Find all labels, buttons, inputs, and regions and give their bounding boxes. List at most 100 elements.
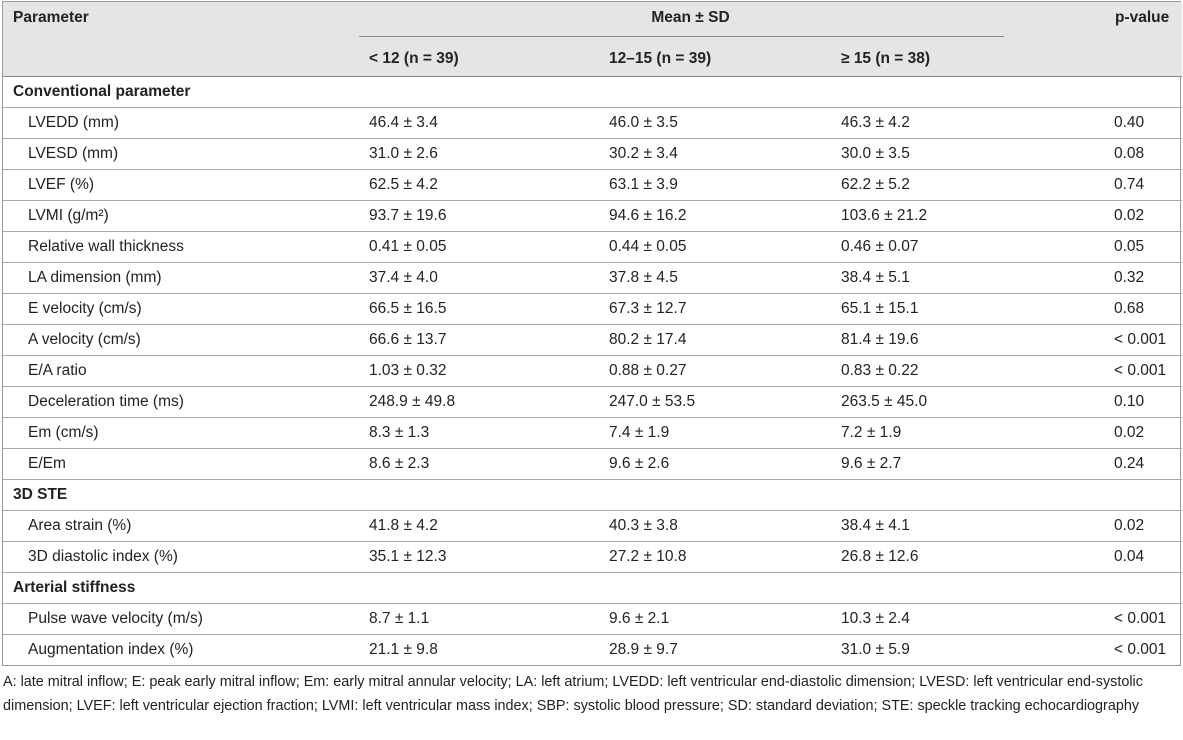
group-2-cell: 7.4 ± 1.9 (597, 417, 829, 449)
group-2-cell: 94.6 ± 16.2 (597, 200, 829, 232)
parameter-cell: Deceleration time (ms) (3, 386, 357, 418)
table-body: Conventional parameter LVEDD (mm) 46.4 ± 3… (3, 76, 1182, 665)
p-value-cell: 0.68 (1054, 293, 1182, 325)
table-row: Area strain (%) 41.8 ± 4.2 40.3 ± 3.8 38.4 … (3, 510, 1182, 542)
group-3-cell: 38.4 ± 4.1 (829, 510, 1054, 542)
p-value-cell: 0.10 (1054, 386, 1182, 418)
group-3-cell: 31.0 ± 5.9 (829, 634, 1054, 665)
mean-sd-underline (359, 36, 1004, 37)
group-1-cell: 31.0 ± 2.6 (357, 138, 597, 170)
header-parameter: Parameter (3, 2, 357, 42)
header-blank (3, 42, 357, 77)
group-3-cell: 9.6 ± 2.7 (829, 448, 1054, 480)
group-3-cell: 46.3 ± 4.2 (829, 107, 1054, 139)
parameter-cell: LVEF (%) (3, 169, 357, 201)
parameter-cell: LVESD (mm) (3, 138, 357, 170)
group-1-cell: 0.41 ± 0.05 (357, 231, 597, 263)
header-group-2: 12–15 (n = 39) (597, 42, 829, 77)
parameter-cell: Area strain (%) (3, 510, 357, 542)
table-row: E velocity (cm/s) 66.5 ± 16.5 67.3 ± 12.7 6… (3, 293, 1182, 325)
group-3-cell: 0.46 ± 0.07 (829, 231, 1054, 263)
group-3-cell: 7.2 ± 1.9 (829, 417, 1054, 449)
header-group-3: ≥ 15 (n = 38) (829, 42, 1054, 77)
p-value-cell: < 0.001 (1054, 324, 1182, 356)
group-1-cell: 66.6 ± 13.7 (357, 324, 597, 356)
group-2-cell: 67.3 ± 12.7 (597, 293, 829, 325)
group-3-cell: 103.6 ± 21.2 (829, 200, 1054, 232)
group-3-cell: 0.83 ± 0.22 (829, 355, 1054, 387)
group-1-cell: 41.8 ± 4.2 (357, 510, 597, 542)
results-table-container: Parameter Mean ± SD p-value < 12 (n = 39… (2, 1, 1182, 666)
p-value-cell: 0.24 (1054, 448, 1182, 480)
group-2-cell: 46.0 ± 3.5 (597, 107, 829, 139)
parameter-cell: LVMI (g/m²) (3, 200, 357, 232)
group-2-cell: 0.88 ± 0.27 (597, 355, 829, 387)
parameter-cell: E/A ratio (3, 355, 357, 387)
group-1-cell: 8.7 ± 1.1 (357, 603, 597, 635)
table-row: Em (cm/s) 8.3 ± 1.3 7.4 ± 1.9 7.2 ± 1.9 0.02 (3, 417, 1182, 449)
table-row: Relative wall thickness 0.41 ± 0.05 0.44 ±… (3, 231, 1182, 263)
group-2-cell: 40.3 ± 3.8 (597, 510, 829, 542)
section-row: Arterial stiffness (3, 572, 1182, 604)
p-value-cell: 0.74 (1054, 169, 1182, 201)
parameter-cell: Em (cm/s) (3, 417, 357, 449)
p-value-cell: 0.32 (1054, 262, 1182, 294)
group-1-cell: 1.03 ± 0.32 (357, 355, 597, 387)
parameter-cell: A velocity (cm/s) (3, 324, 357, 356)
table-row: LVEDD (mm) 46.4 ± 3.4 46.0 ± 3.5 46.3 ± 4.2… (3, 107, 1182, 139)
group-3-cell: 30.0 ± 3.5 (829, 138, 1054, 170)
group-3-cell: 62.2 ± 5.2 (829, 169, 1054, 201)
parameter-cell: 3D diastolic index (%) (3, 541, 357, 573)
group-1-cell: 37.4 ± 4.0 (357, 262, 597, 294)
group-3-cell: 10.3 ± 2.4 (829, 603, 1054, 635)
table-row: A velocity (cm/s) 66.6 ± 13.7 80.2 ± 17.4 8… (3, 324, 1182, 356)
p-value-cell: < 0.001 (1054, 634, 1182, 665)
p-value-cell: 0.02 (1054, 200, 1182, 232)
section-title: Conventional parameter (3, 76, 1182, 108)
group-3-cell: 38.4 ± 5.1 (829, 262, 1054, 294)
group-3-cell: 65.1 ± 15.1 (829, 293, 1054, 325)
table-row: E/A ratio 1.03 ± 0.32 0.88 ± 0.27 0.83 ± 0.… (3, 355, 1182, 387)
group-1-cell: 62.5 ± 4.2 (357, 169, 597, 201)
table-row: LVESD (mm) 31.0 ± 2.6 30.2 ± 3.4 30.0 ± 3.5… (3, 138, 1182, 170)
parameter-cell: E/Em (3, 448, 357, 480)
group-2-cell: 27.2 ± 10.8 (597, 541, 829, 573)
parameter-cell: Augmentation index (%) (3, 634, 357, 665)
table-row: Deceleration time (ms) 248.9 ± 49.8 247.0 … (3, 386, 1182, 418)
group-1-cell: 8.6 ± 2.3 (357, 448, 597, 480)
section-title: Arterial stiffness (3, 572, 1182, 604)
group-1-cell: 66.5 ± 16.5 (357, 293, 597, 325)
table-row: LVEF (%) 62.5 ± 4.2 63.1 ± 3.9 62.2 ± 5.2 0.… (3, 169, 1182, 201)
table-row: LA dimension (mm) 37.4 ± 4.0 37.8 ± 4.5 38.… (3, 262, 1182, 294)
section-row: 3D STE (3, 479, 1182, 511)
section-title: 3D STE (3, 479, 1182, 511)
group-3-cell: 81.4 ± 19.6 (829, 324, 1054, 356)
parameter-cell: Relative wall thickness (3, 231, 357, 263)
table-row: E/Em 8.6 ± 2.3 9.6 ± 2.6 9.6 ± 2.7 0.24 (3, 448, 1182, 480)
parameter-cell: LVEDD (mm) (3, 107, 357, 139)
group-1-cell: 93.7 ± 19.6 (357, 200, 597, 232)
group-2-cell: 28.9 ± 9.7 (597, 634, 829, 665)
group-2-cell: 63.1 ± 3.9 (597, 169, 829, 201)
p-value-cell: 0.02 (1054, 510, 1182, 542)
group-2-cell: 80.2 ± 17.4 (597, 324, 829, 356)
group-3-cell: 263.5 ± 45.0 (829, 386, 1054, 418)
header-mean-sd: Mean ± SD (357, 2, 1054, 42)
group-1-cell: 21.1 ± 9.8 (357, 634, 597, 665)
group-2-cell: 9.6 ± 2.6 (597, 448, 829, 480)
p-value-cell: 0.08 (1054, 138, 1182, 170)
table-row: 3D diastolic index (%) 35.1 ± 12.3 27.2 ± … (3, 541, 1182, 573)
p-value-cell: 0.40 (1054, 107, 1182, 139)
group-2-cell: 30.2 ± 3.4 (597, 138, 829, 170)
header-p-value: p-value (1054, 2, 1182, 42)
table-row: Augmentation index (%) 21.1 ± 9.8 28.9 ± 9… (3, 634, 1182, 665)
group-1-cell: 46.4 ± 3.4 (357, 107, 597, 139)
table-row: Pulse wave velocity (m/s) 8.7 ± 1.1 9.6 ± … (3, 603, 1182, 635)
p-value-cell: 0.02 (1054, 417, 1182, 449)
table-footnote: A: late mitral inflow; E: peak early mit… (3, 674, 1143, 714)
group-2-cell: 37.8 ± 4.5 (597, 262, 829, 294)
group-2-cell: 247.0 ± 53.5 (597, 386, 829, 418)
group-1-cell: 248.9 ± 49.8 (357, 386, 597, 418)
parameter-cell: Pulse wave velocity (m/s) (3, 603, 357, 635)
p-value-cell: 0.05 (1054, 231, 1182, 263)
